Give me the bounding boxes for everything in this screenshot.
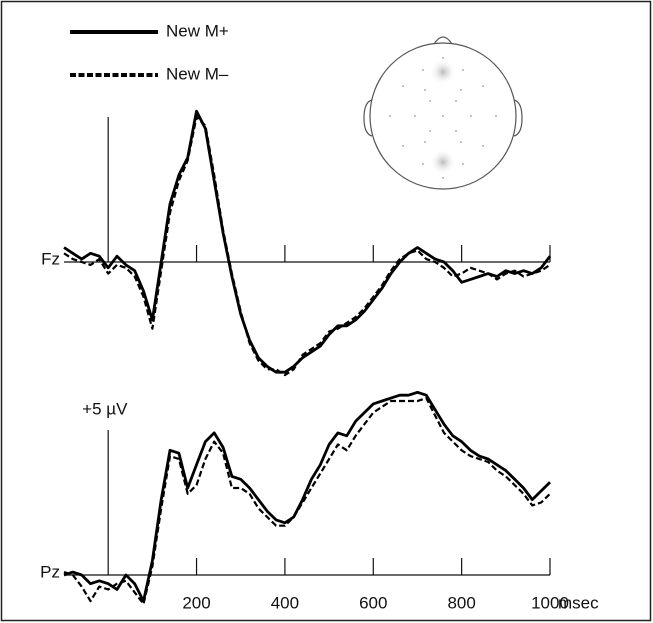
waveform (63, 115, 551, 377)
channel-label: Pz (40, 562, 60, 581)
x-tick-label: 800 (447, 593, 475, 612)
x-tick-label: 600 (359, 593, 387, 612)
head-map (363, 36, 523, 190)
x-tick-label: 400 (271, 593, 299, 612)
calibration-label: +5 µV (82, 399, 128, 418)
legend-label: New M– (166, 64, 229, 83)
channel-label: Fz (41, 249, 60, 268)
legend-label: New M+ (166, 21, 229, 40)
x-tick-label: 1000 (531, 593, 569, 612)
waveform (63, 397, 551, 606)
waveform (63, 390, 551, 603)
x-tick-label: 200 (182, 593, 210, 612)
x-axis-label: msec (558, 593, 599, 612)
waveform (63, 109, 552, 374)
